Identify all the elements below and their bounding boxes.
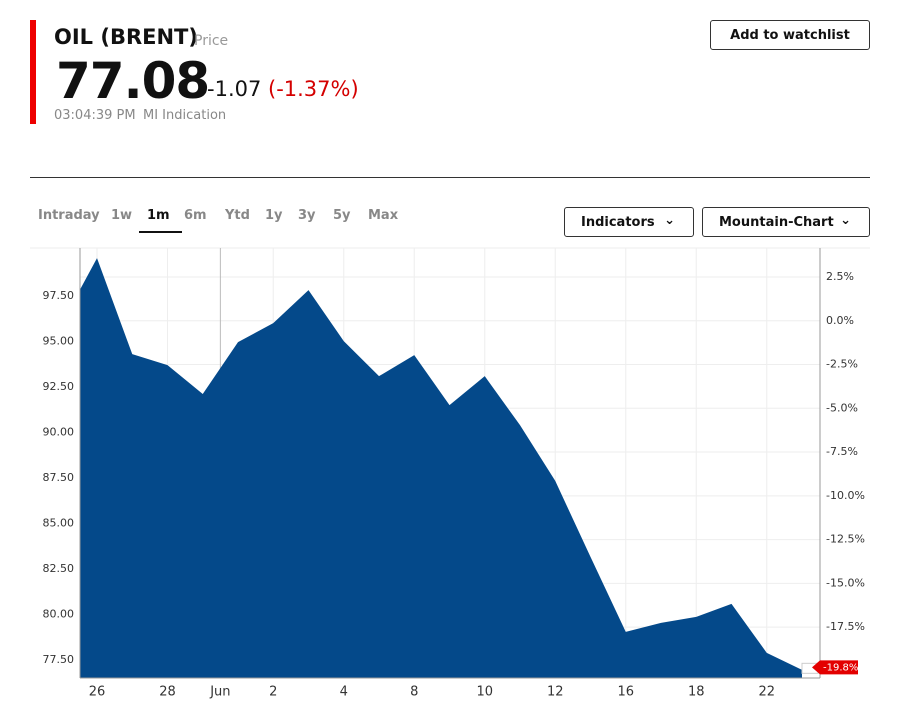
x-tick-label: 26 xyxy=(89,685,106,700)
change-badge xyxy=(812,660,858,675)
tab[interactable]: Intraday xyxy=(38,208,100,223)
y-tick-label: 85.00 xyxy=(43,516,75,529)
y2-tick-label: -10.0% xyxy=(826,489,865,502)
kind: Price xyxy=(194,33,229,49)
tab[interactable]: 1w xyxy=(111,208,133,223)
month-label: Jun xyxy=(209,685,230,700)
x-tick-label: 2 xyxy=(269,685,277,700)
tab[interactable]: 1y xyxy=(265,208,283,223)
price: 77.08 xyxy=(56,52,210,110)
y-tick-label: 92.50 xyxy=(43,380,75,393)
change-pct: (-1.37%) xyxy=(268,77,359,101)
indicators-button[interactable]: Indicators ⌄ xyxy=(564,207,694,237)
watchlist-button[interactable]: Add to watchlist xyxy=(710,20,870,50)
chevron: ⌄ xyxy=(840,213,851,228)
y2-tick-label: -12.5% xyxy=(826,533,865,546)
x-tick-label: 22 xyxy=(758,685,775,700)
y-tick-label: 80.00 xyxy=(43,607,75,620)
y2-tick-label: 0.0% xyxy=(826,314,854,327)
chevron: ⌄ xyxy=(664,213,675,228)
chart-type-label: Mountain-Chart xyxy=(719,214,834,230)
y2-tick-label: -7.5% xyxy=(826,445,858,458)
accent-bar xyxy=(30,20,36,124)
y-tick-label: 90.00 xyxy=(43,426,75,439)
tab[interactable]: 5y xyxy=(333,208,351,223)
y-tick-label: 82.50 xyxy=(43,562,75,575)
x-tick-label: 18 xyxy=(688,685,705,700)
time: 03:04:39 PM xyxy=(54,108,136,123)
x-tick-label: 28 xyxy=(159,685,176,700)
tab[interactable]: Ytd xyxy=(225,208,250,223)
y2-tick-label: -5.0% xyxy=(826,401,858,414)
plot xyxy=(80,258,802,678)
y-tick-label: 87.50 xyxy=(43,471,75,484)
tab[interactable]: 3y xyxy=(298,208,316,223)
title: OIL (BRENT) xyxy=(54,25,198,49)
y2-tick-label: 2.5% xyxy=(826,270,854,283)
change-badge-label: -19.8% xyxy=(823,662,858,673)
y-tick-label: 95.00 xyxy=(43,335,75,348)
x-tick-label: 12 xyxy=(547,685,564,700)
tab[interactable]: 6m xyxy=(184,208,207,223)
chart-type-button[interactable]: Mountain-Chart ⌄ xyxy=(702,207,870,237)
y-tick-label: 77.50 xyxy=(43,653,75,666)
y2-tick-label: -17.5% xyxy=(826,620,865,633)
tab[interactable]: 1m xyxy=(139,208,182,233)
y-tick-label: 97.50 xyxy=(43,289,75,302)
tab[interactable]: Max xyxy=(368,208,399,223)
x-tick-label: 4 xyxy=(340,685,348,700)
y2-tick-label: -2.5% xyxy=(826,358,858,371)
area xyxy=(80,258,802,678)
change: -1.07 xyxy=(207,77,262,101)
indicators-label: Indicators xyxy=(581,214,655,230)
x-tick-label: 8 xyxy=(410,685,418,700)
y2-tick-label: -15.0% xyxy=(826,576,865,589)
source: MI Indication xyxy=(143,108,227,123)
x-tick-label: 16 xyxy=(617,685,634,700)
divider xyxy=(30,177,870,178)
x-tick-label: 10 xyxy=(476,685,493,700)
